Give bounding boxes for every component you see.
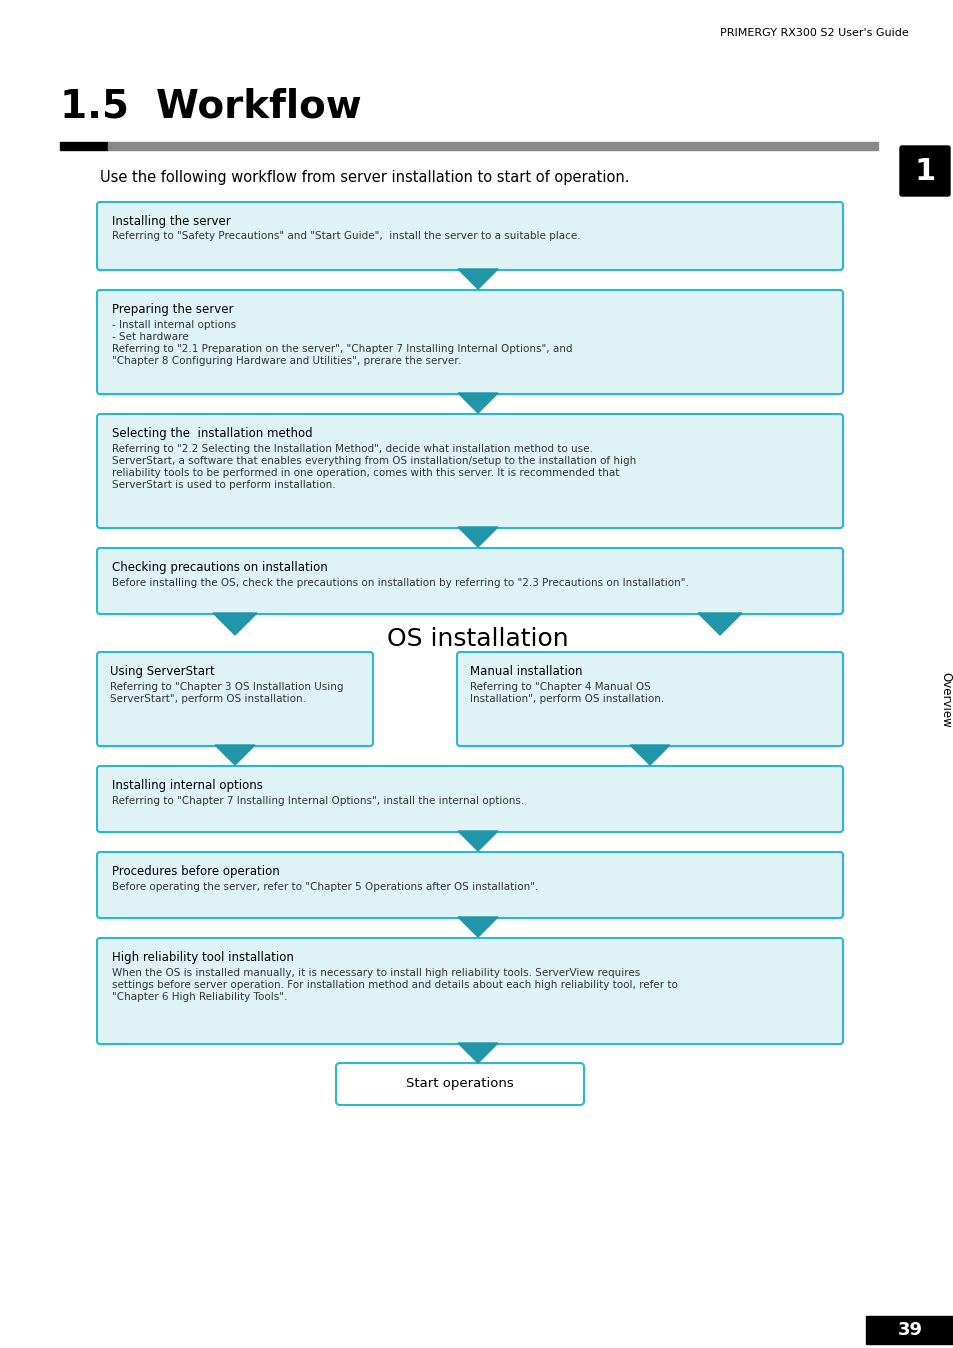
Text: Checking precautions on installation: Checking precautions on installation	[112, 561, 328, 574]
Polygon shape	[214, 745, 254, 766]
Text: Referring to "Chapter 7 Installing Internal Options", install the internal optio: Referring to "Chapter 7 Installing Inter…	[112, 797, 524, 806]
Text: - Install internal options: - Install internal options	[112, 319, 236, 330]
Text: Before operating the server, refer to "Chapter 5 Operations after OS installatio: Before operating the server, refer to "C…	[112, 882, 537, 892]
Text: Installation", perform OS installation.: Installation", perform OS installation.	[470, 694, 663, 704]
Text: 39: 39	[897, 1321, 922, 1339]
Text: When the OS is installed manually, it is necessary to install high reliability t: When the OS is installed manually, it is…	[112, 968, 639, 979]
Text: Referring to "Chapter 4 Manual OS: Referring to "Chapter 4 Manual OS	[470, 682, 650, 692]
Polygon shape	[457, 917, 497, 937]
FancyBboxPatch shape	[97, 549, 842, 613]
Text: OS installation: OS installation	[387, 627, 568, 651]
Text: 1.5  Workflow: 1.5 Workflow	[60, 88, 361, 125]
FancyBboxPatch shape	[456, 652, 842, 745]
Text: Installing internal options: Installing internal options	[112, 779, 263, 793]
Text: settings before server operation. For installation method and details about each: settings before server operation. For in…	[112, 980, 678, 989]
Text: Referring to "Safety Precautions" and "Start Guide",  install the server to a su: Referring to "Safety Precautions" and "S…	[112, 231, 580, 241]
Text: Overview: Overview	[939, 673, 951, 728]
Polygon shape	[629, 745, 669, 766]
FancyBboxPatch shape	[97, 852, 842, 918]
Text: Selecting the  installation method: Selecting the installation method	[112, 427, 313, 439]
Text: ServerStart, a software that enables everything from OS installation/setup to th: ServerStart, a software that enables eve…	[112, 456, 636, 466]
FancyBboxPatch shape	[97, 938, 842, 1043]
Text: "Chapter 6 High Reliability Tools".: "Chapter 6 High Reliability Tools".	[112, 992, 287, 1002]
Text: 1: 1	[913, 156, 935, 186]
FancyBboxPatch shape	[97, 652, 373, 745]
Text: Procedures before operation: Procedures before operation	[112, 865, 279, 878]
Text: High reliability tool installation: High reliability tool installation	[112, 950, 294, 964]
Text: Installing the server: Installing the server	[112, 214, 231, 228]
Bar	[108, 142, 877, 150]
FancyBboxPatch shape	[335, 1064, 583, 1105]
FancyBboxPatch shape	[97, 766, 842, 832]
Polygon shape	[457, 527, 497, 547]
Text: Before installing the OS, check the precautions on installation by referring to : Before installing the OS, check the prec…	[112, 578, 688, 588]
FancyBboxPatch shape	[97, 414, 842, 528]
Text: Referring to "Chapter 3 OS Installation Using: Referring to "Chapter 3 OS Installation …	[110, 682, 343, 692]
Polygon shape	[457, 830, 497, 851]
Text: Start operations: Start operations	[406, 1077, 514, 1091]
Text: Preparing the server: Preparing the server	[112, 303, 233, 315]
Text: reliability tools to be performed in one operation, comes with this server. It i: reliability tools to be performed in one…	[112, 468, 618, 479]
Text: ServerStart", perform OS installation.: ServerStart", perform OS installation.	[110, 694, 306, 704]
Polygon shape	[457, 270, 497, 288]
Text: "Chapter 8 Configuring Hardware and Utilities", prerare the server.: "Chapter 8 Configuring Hardware and Util…	[112, 356, 460, 367]
FancyBboxPatch shape	[899, 146, 949, 195]
Text: Referring to "2.2 Selecting the Installation Method", decide what installation m: Referring to "2.2 Selecting the Installa…	[112, 443, 592, 454]
Polygon shape	[457, 1043, 497, 1064]
Polygon shape	[457, 394, 497, 412]
FancyBboxPatch shape	[97, 202, 842, 270]
Bar	[60, 142, 108, 150]
Text: Manual installation: Manual installation	[470, 665, 582, 678]
Polygon shape	[213, 613, 256, 635]
FancyBboxPatch shape	[97, 290, 842, 394]
Text: Use the following workflow from server installation to start of operation.: Use the following workflow from server i…	[100, 170, 629, 185]
Bar	[865, 1316, 953, 1344]
Text: Referring to "2.1 Preparation on the server", "Chapter 7 Installing Internal Opt: Referring to "2.1 Preparation on the ser…	[112, 344, 572, 355]
Polygon shape	[698, 613, 741, 635]
Text: Using ServerStart: Using ServerStart	[110, 665, 214, 678]
Text: PRIMERGY RX300 S2 User's Guide: PRIMERGY RX300 S2 User's Guide	[720, 28, 908, 38]
Text: ServerStart is used to perform installation.: ServerStart is used to perform installat…	[112, 480, 335, 491]
Text: - Set hardware: - Set hardware	[112, 332, 189, 342]
